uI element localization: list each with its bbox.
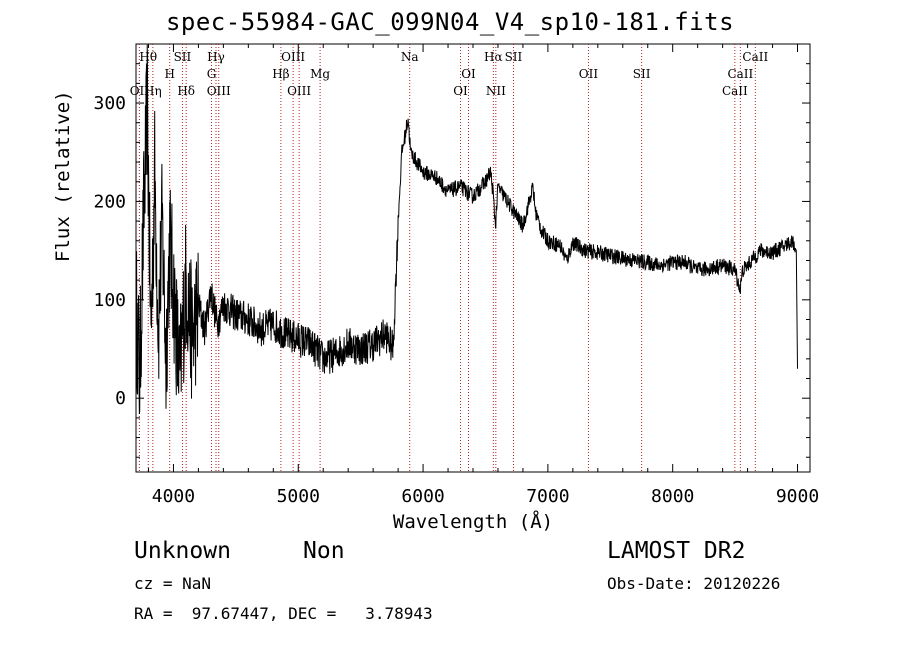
marker-label: H [164, 67, 174, 81]
marker-label: CaII [742, 50, 768, 64]
marker-label: CaII [722, 84, 748, 98]
object-subclass: Non [303, 538, 345, 564]
x-tick-label: 7000 [526, 486, 569, 507]
marker-label: Hα [484, 50, 503, 64]
observation-date: Obs-Date: 20120226 [607, 574, 781, 593]
marker-label: Na [401, 50, 419, 64]
plot-area-border [135, 43, 811, 473]
marker-label: OII [579, 67, 599, 81]
x-tick-label: 9000 [776, 486, 819, 507]
coordinates: RA = 97.67447, DEC = 3.78943 [134, 604, 433, 623]
marker-label: OIII [281, 50, 305, 64]
object-class: Unknown [134, 538, 231, 564]
y-tick-label: 0 [115, 388, 126, 409]
spectrum-line [135, 44, 798, 415]
spectrum-series [135, 44, 798, 415]
marker-label: Hθ [139, 50, 157, 64]
marker-label: Hη [144, 84, 162, 98]
marker-label: OIII [287, 84, 311, 98]
y-tick-label: 300 [93, 93, 126, 114]
marker-label: NII [486, 84, 506, 98]
chart-title: spec-55984-GAC_099N04_V4_sp10-181.fits [165, 8, 735, 36]
marker-label: G [207, 67, 217, 81]
marker-label: OIII [207, 84, 231, 98]
x-tick-label: 5000 [277, 486, 320, 507]
plot-frame [135, 43, 811, 473]
marker-label: Hγ [207, 50, 225, 64]
marker-label: Mg [310, 67, 330, 81]
marker-label: CaII [727, 67, 753, 81]
x-tick-label: 8000 [651, 486, 694, 507]
marker-label: OII [130, 84, 150, 98]
marker-label: OI [453, 84, 468, 98]
marker-label: SII [505, 50, 523, 64]
marker-label: OI [461, 67, 476, 81]
y-axis-label: Flux (relative) [52, 90, 74, 262]
marker-label: Hδ [177, 84, 195, 98]
redshift-label: cz = NaN [134, 574, 212, 593]
marker-label: SII [174, 50, 192, 64]
survey-name: LAMOST DR2 [607, 538, 746, 564]
x-axis-label: Wavelength (Å) [393, 510, 553, 533]
y-tick-label: 200 [93, 191, 126, 212]
x-tick-label: 6000 [401, 486, 444, 507]
marker-label: Hβ [272, 67, 289, 81]
axis-ticks: 4000 5000 6000 7000 8000 9000 0 100 200 300 Wavele… [93, 44, 819, 533]
x-tick-label: 4000 [152, 486, 195, 507]
marker-label: SII [633, 67, 651, 81]
y-tick-label: 100 [93, 290, 126, 311]
